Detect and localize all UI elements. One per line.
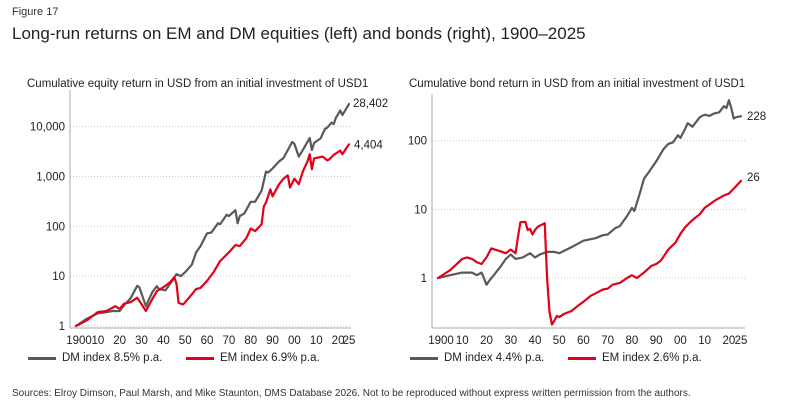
legend-swatch-em-bond — [568, 356, 596, 360]
equity-xtick-label-8: 80 — [244, 335, 257, 347]
legend-label-dm-equity: DM index 8.5% p.a. — [62, 352, 163, 364]
equity-xtick-label-3: 30 — [135, 335, 148, 347]
equity-series-line-dm — [74, 102, 351, 328]
bond-xtick-label-1: 10 — [456, 335, 469, 347]
equity-xtick-label-6: 60 — [201, 335, 214, 347]
legend-swatch-dm-bond — [410, 356, 438, 360]
bond-ytick-label-1: 10 — [414, 204, 427, 216]
equity-xtick-label-2: 20 — [113, 335, 126, 347]
legend-left-em: EM index 6.9% p.a. — [186, 352, 320, 364]
bond-end-label-em: 26 — [747, 172, 760, 184]
equity-xtick-label-12: 20 — [332, 335, 345, 347]
bond-xtick-label-13: 25 — [735, 335, 748, 347]
equity-xtick-label-5: 50 — [179, 335, 192, 347]
equity-ytick-label-3: 1,000 — [36, 171, 65, 183]
bond-xtick-label-9: 90 — [650, 335, 663, 347]
equity-ytick-label-0: 1 — [59, 321, 65, 333]
bond-ytick-label-2: 100 — [408, 136, 427, 148]
figure-title: Long-run returns on EM and DM equities (… — [12, 24, 586, 43]
legend-label-dm-bond: DM index 4.4% p.a. — [444, 352, 545, 364]
equity-ytick-label-1: 10 — [52, 271, 65, 283]
equity-ytick-label-2: 100 — [46, 221, 65, 233]
bond-xtick-label-6: 60 — [577, 335, 590, 347]
legend-swatch-dm-equity — [28, 356, 56, 360]
source-note: Sources: Elroy Dimson, Paul Marsh, and M… — [12, 388, 691, 399]
equity-xtick-label-11: 10 — [310, 335, 323, 347]
equity-xtick-label-7: 70 — [222, 335, 235, 347]
equity-xtick-label-1: 10 — [91, 335, 104, 347]
bond-xtick-label-3: 30 — [504, 335, 517, 347]
equity-xtick-label-9: 90 — [266, 335, 279, 347]
equity-end-label-dm: 28,402 — [353, 98, 388, 110]
legend-right-em: EM index 2.6% p.a. — [568, 352, 702, 364]
legend-label-em-bond: EM index 2.6% p.a. — [602, 352, 702, 364]
equity-xtick-label-0: 1900 — [66, 335, 92, 347]
bond-xtick-label-10: 00 — [674, 335, 687, 347]
bond-xtick-label-5: 50 — [553, 335, 566, 347]
bond-xtick-label-11: 10 — [698, 335, 711, 347]
right-chart-subtitle: Cumulative bond return in USD from an in… — [409, 78, 746, 90]
equity-ytick-label-4: 10,000 — [30, 122, 65, 134]
bond-end-label-dm: 228 — [747, 111, 766, 123]
bond-series-line-em — [436, 179, 743, 326]
left-chart-subtitle: Cumulative equity return in USD from an … — [27, 78, 369, 90]
bond-xtick-label-8: 80 — [626, 335, 639, 347]
legend-swatch-em-equity — [186, 356, 214, 360]
equity-end-label-em: 4,404 — [354, 139, 383, 151]
bond-xtick-label-2: 20 — [480, 335, 493, 347]
legend-left-dm: DM index 8.5% p.a. — [28, 352, 162, 364]
bond-xtick-label-12: 20 — [722, 335, 735, 347]
equity-xtick-label-13: 25 — [343, 335, 356, 347]
legend-label-em-equity: EM index 6.9% p.a. — [220, 352, 320, 364]
bond-xtick-label-0: 1900 — [428, 335, 454, 347]
bond-series-line-dm — [436, 99, 743, 286]
bond-ytick-label-0: 1 — [421, 273, 427, 285]
legend-right-dm: DM index 4.4% p.a. — [410, 352, 544, 364]
equity-xtick-label-4: 40 — [157, 335, 170, 347]
bond-xtick-label-4: 40 — [529, 335, 542, 347]
equity-xtick-label-10: 00 — [288, 335, 301, 347]
figure-label: Figure 17 — [12, 6, 59, 18]
equity-series-line-em — [74, 143, 351, 328]
bond-xtick-label-7: 70 — [601, 335, 614, 347]
